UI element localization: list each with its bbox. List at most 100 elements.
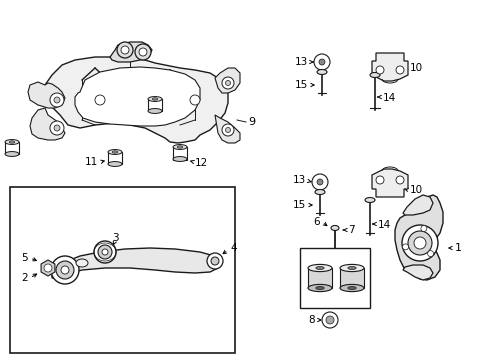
Text: 4: 4 bbox=[229, 243, 236, 253]
Circle shape bbox=[402, 244, 407, 250]
Circle shape bbox=[401, 225, 437, 261]
Circle shape bbox=[95, 95, 105, 105]
Text: 13: 13 bbox=[292, 175, 305, 185]
Bar bbox=[148, 99, 162, 111]
Ellipse shape bbox=[307, 284, 331, 292]
Bar bbox=[108, 152, 122, 164]
Circle shape bbox=[139, 48, 147, 56]
Circle shape bbox=[50, 93, 64, 107]
Ellipse shape bbox=[76, 259, 88, 267]
Circle shape bbox=[375, 176, 383, 184]
Ellipse shape bbox=[347, 287, 355, 289]
Circle shape bbox=[313, 54, 329, 70]
Circle shape bbox=[420, 225, 426, 231]
Ellipse shape bbox=[339, 284, 363, 292]
Circle shape bbox=[427, 251, 433, 257]
Circle shape bbox=[206, 253, 223, 269]
Text: 11: 11 bbox=[124, 100, 138, 110]
Polygon shape bbox=[371, 169, 407, 197]
Ellipse shape bbox=[315, 287, 324, 289]
Text: 10: 10 bbox=[409, 185, 422, 195]
Circle shape bbox=[222, 77, 234, 89]
Ellipse shape bbox=[108, 149, 122, 154]
Text: 5: 5 bbox=[21, 253, 28, 263]
Polygon shape bbox=[28, 82, 65, 108]
Circle shape bbox=[375, 66, 383, 74]
Ellipse shape bbox=[316, 69, 326, 75]
Circle shape bbox=[135, 44, 151, 60]
Circle shape bbox=[94, 241, 116, 263]
Text: 15: 15 bbox=[294, 80, 307, 90]
Circle shape bbox=[311, 174, 327, 190]
Ellipse shape bbox=[364, 198, 374, 202]
Ellipse shape bbox=[9, 141, 15, 143]
Ellipse shape bbox=[148, 109, 162, 113]
Text: 8: 8 bbox=[308, 315, 314, 325]
Ellipse shape bbox=[152, 98, 158, 100]
Polygon shape bbox=[30, 108, 65, 140]
Circle shape bbox=[222, 124, 234, 136]
Polygon shape bbox=[110, 42, 152, 62]
Circle shape bbox=[56, 261, 74, 279]
Text: 7: 7 bbox=[347, 225, 354, 235]
Ellipse shape bbox=[177, 146, 183, 148]
Circle shape bbox=[225, 81, 230, 86]
Circle shape bbox=[395, 176, 403, 184]
Text: 10: 10 bbox=[409, 63, 422, 73]
Circle shape bbox=[121, 46, 129, 54]
Bar bbox=[173, 147, 186, 160]
Circle shape bbox=[316, 179, 323, 185]
Text: 6: 6 bbox=[313, 217, 319, 227]
Text: 3: 3 bbox=[111, 233, 118, 243]
Circle shape bbox=[321, 312, 337, 328]
Bar bbox=[307, 268, 331, 288]
Polygon shape bbox=[75, 67, 200, 126]
Circle shape bbox=[210, 257, 219, 265]
Circle shape bbox=[190, 95, 200, 105]
Circle shape bbox=[413, 237, 425, 249]
Polygon shape bbox=[52, 248, 220, 278]
Ellipse shape bbox=[5, 140, 19, 144]
Ellipse shape bbox=[148, 96, 162, 102]
Text: 1: 1 bbox=[454, 243, 461, 253]
Circle shape bbox=[98, 245, 112, 259]
Polygon shape bbox=[402, 195, 432, 215]
Bar bbox=[5, 142, 19, 154]
Circle shape bbox=[50, 121, 64, 135]
Text: 15: 15 bbox=[292, 200, 305, 210]
Circle shape bbox=[117, 42, 133, 58]
Text: 12: 12 bbox=[195, 158, 208, 168]
Polygon shape bbox=[215, 115, 240, 143]
Circle shape bbox=[318, 59, 325, 65]
Text: 11: 11 bbox=[84, 157, 98, 167]
Text: 14: 14 bbox=[377, 220, 390, 230]
Ellipse shape bbox=[347, 266, 355, 270]
Circle shape bbox=[61, 266, 69, 274]
Ellipse shape bbox=[112, 151, 118, 153]
Bar bbox=[339, 268, 363, 288]
Ellipse shape bbox=[315, 266, 324, 270]
Ellipse shape bbox=[173, 157, 186, 161]
Ellipse shape bbox=[330, 225, 338, 230]
Polygon shape bbox=[371, 53, 407, 81]
Polygon shape bbox=[215, 68, 240, 93]
Text: 13: 13 bbox=[294, 57, 307, 67]
Circle shape bbox=[51, 256, 79, 284]
Bar bbox=[10, 187, 234, 353]
Ellipse shape bbox=[108, 162, 122, 166]
Polygon shape bbox=[41, 260, 55, 276]
Circle shape bbox=[407, 231, 431, 255]
Circle shape bbox=[102, 249, 108, 255]
Ellipse shape bbox=[369, 72, 379, 77]
Ellipse shape bbox=[339, 264, 363, 271]
Ellipse shape bbox=[173, 145, 186, 149]
Polygon shape bbox=[402, 265, 432, 280]
Circle shape bbox=[225, 127, 230, 132]
Circle shape bbox=[54, 125, 60, 131]
Ellipse shape bbox=[314, 189, 325, 194]
Polygon shape bbox=[45, 57, 227, 143]
Ellipse shape bbox=[5, 152, 19, 157]
Circle shape bbox=[44, 264, 52, 272]
Circle shape bbox=[395, 66, 403, 74]
Text: 9: 9 bbox=[247, 117, 255, 127]
